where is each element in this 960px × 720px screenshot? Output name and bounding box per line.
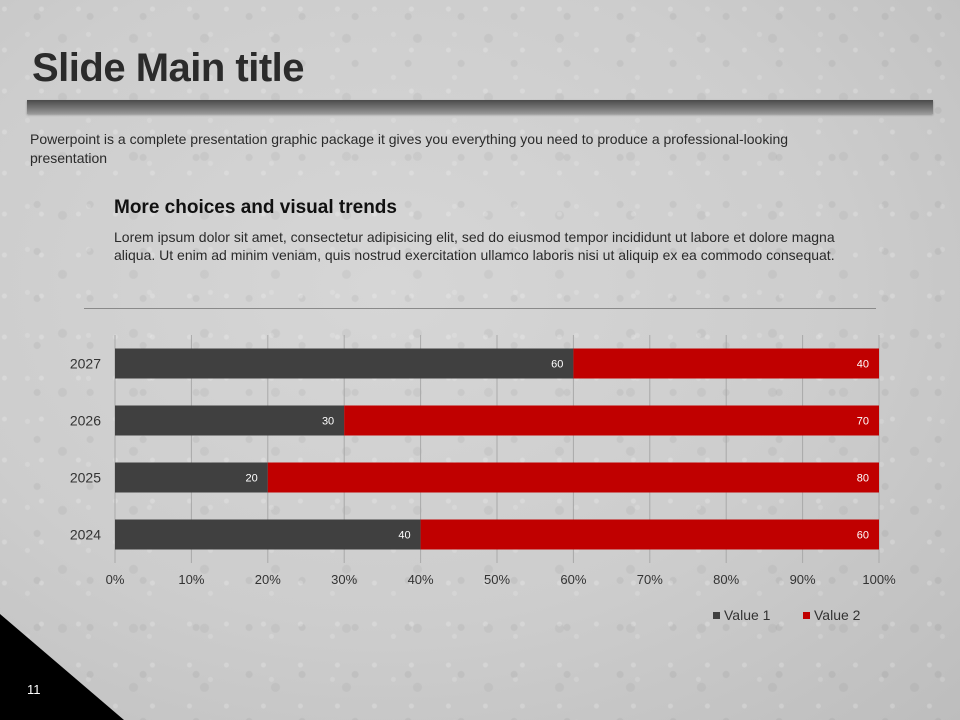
x-tick-label: 30% — [331, 572, 357, 587]
slide-title: Slide Main title — [32, 46, 305, 90]
y-category-label: 2025 — [70, 470, 101, 486]
section-divider — [84, 308, 876, 309]
section-heading: More choices and visual trends — [114, 197, 397, 218]
y-category-label: 2027 — [70, 356, 101, 372]
page-number: 11 — [27, 682, 41, 697]
x-tick-label: 40% — [408, 572, 434, 587]
legend-label: Value 1 — [724, 607, 771, 623]
y-category-label: 2024 — [70, 527, 101, 543]
legend-swatch — [713, 612, 720, 619]
data-label: 40 — [398, 530, 410, 542]
x-tick-label: 20% — [255, 572, 281, 587]
x-tick-label: 100% — [862, 572, 896, 587]
bar-segment — [115, 519, 421, 550]
data-label: 60 — [857, 530, 869, 542]
bar-segment — [420, 519, 879, 550]
x-tick-label: 50% — [484, 572, 510, 587]
data-label: 60 — [551, 359, 563, 371]
bar-segment — [573, 348, 879, 379]
data-label: 70 — [857, 416, 869, 428]
bar-segment — [344, 405, 879, 436]
data-label: 40 — [857, 359, 869, 371]
x-tick-label: 60% — [560, 572, 586, 587]
section-body-text: Lorem ipsum dolor sit amet, consectetur … — [114, 229, 835, 263]
slide-subtitle: Powerpoint is a complete presentation gr… — [30, 131, 789, 166]
legend-swatch — [803, 612, 810, 619]
y-category-label: 2026 — [70, 413, 101, 429]
bar-segment — [115, 462, 268, 493]
x-tick-label: 0% — [106, 572, 125, 587]
title-underline-bar — [27, 100, 933, 114]
x-tick-label: 90% — [790, 572, 816, 587]
bar-segment — [115, 405, 345, 436]
x-tick-label: 10% — [178, 572, 204, 587]
legend-label: Value 2 — [814, 607, 861, 623]
data-label: 30 — [322, 416, 334, 428]
bar-segment — [115, 348, 574, 379]
bar-segment — [267, 462, 879, 493]
x-tick-label: 80% — [713, 572, 739, 587]
data-label: 20 — [246, 473, 258, 485]
data-label: 80 — [857, 473, 869, 485]
x-tick-label: 70% — [637, 572, 663, 587]
